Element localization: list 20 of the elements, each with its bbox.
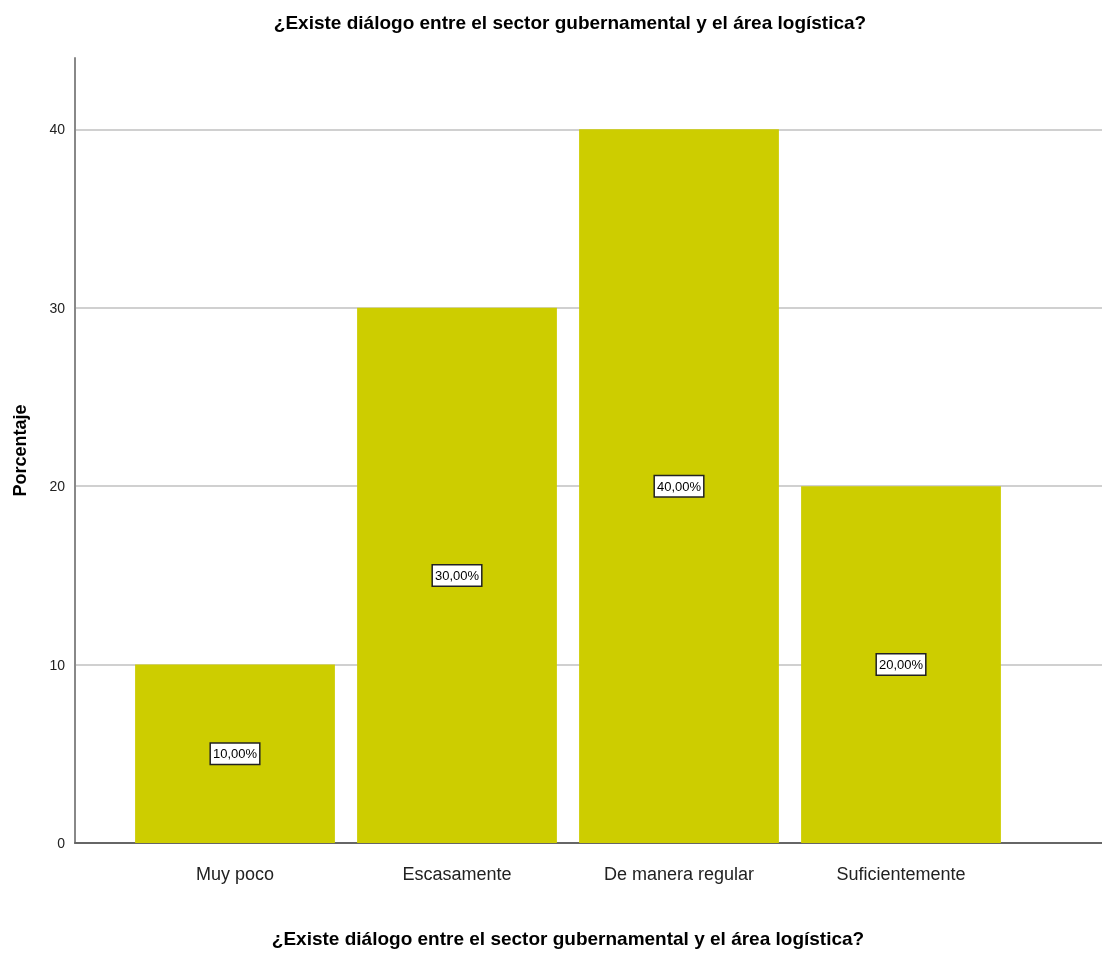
y-tick-label: 30	[49, 299, 66, 316]
bar	[801, 486, 1001, 843]
x-tick-label: De manera regular	[603, 864, 755, 884]
data-label: 10,00%	[212, 746, 258, 762]
bar	[579, 129, 779, 843]
y-tick-label: 40	[49, 121, 66, 138]
x-axis-title: ¿Existe diálogo entre el sector gubernamental y el área logística?	[271, 928, 865, 949]
y-tick-label: 20	[49, 478, 66, 495]
x-tick-label: Escasamente	[402, 864, 512, 884]
chart-title: ¿Existe diálogo entre el sector gubernamental y el área logística?	[273, 12, 867, 33]
data-label: 20,00%	[878, 657, 924, 673]
bar	[135, 664, 335, 843]
bar	[357, 307, 557, 843]
y-tick-label: 0	[57, 835, 66, 851]
data-label: 40,00%	[656, 478, 702, 494]
y-axis-title: Porcentaje	[10, 404, 30, 497]
x-tick-label: Muy poco	[195, 864, 275, 884]
y-tick-label: 10	[49, 656, 66, 673]
data-label: 30,00%	[434, 567, 480, 583]
x-tick-label: Suficientemente	[836, 864, 966, 884]
